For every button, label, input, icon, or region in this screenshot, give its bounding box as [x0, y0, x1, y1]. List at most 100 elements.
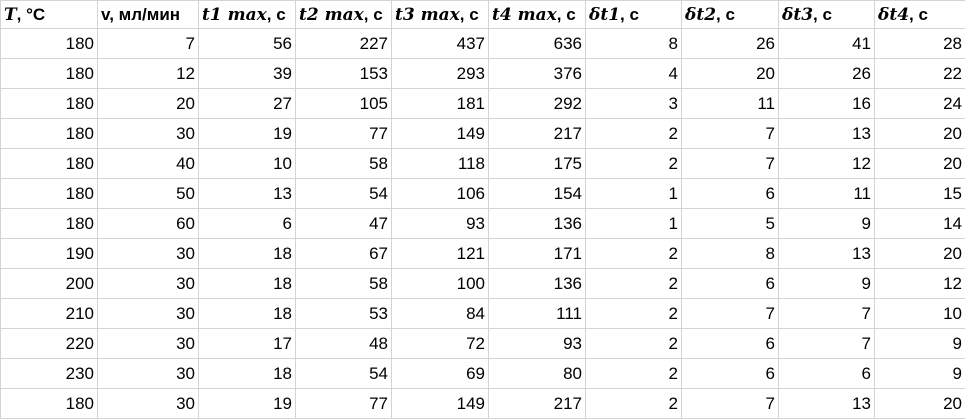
- table-cell[interactable]: 13: [779, 239, 875, 269]
- table-cell[interactable]: 20: [875, 149, 965, 179]
- table-cell[interactable]: 3: [586, 89, 682, 119]
- table-cell[interactable]: 149: [392, 389, 489, 419]
- table-cell[interactable]: 118: [392, 149, 489, 179]
- table-cell[interactable]: 80: [489, 359, 586, 389]
- table-cell[interactable]: 30: [98, 329, 199, 359]
- table-cell[interactable]: 10: [875, 299, 965, 329]
- table-cell[interactable]: 13: [199, 179, 296, 209]
- column-header[interactable]: δt1, с: [586, 1, 682, 29]
- table-cell[interactable]: 4: [586, 59, 682, 89]
- table-cell[interactable]: 24: [875, 89, 965, 119]
- table-cell[interactable]: 13: [779, 389, 875, 419]
- table-cell[interactable]: 190: [1, 239, 98, 269]
- table-cell[interactable]: 175: [489, 149, 586, 179]
- table-cell[interactable]: 50: [98, 179, 199, 209]
- table-cell[interactable]: 7: [779, 299, 875, 329]
- table-cell[interactable]: 30: [98, 299, 199, 329]
- table-cell[interactable]: 2: [586, 389, 682, 419]
- table-cell[interactable]: 180: [1, 389, 98, 419]
- table-cell[interactable]: 53: [296, 299, 392, 329]
- table-cell[interactable]: 15: [875, 179, 965, 209]
- table-cell[interactable]: 16: [779, 89, 875, 119]
- table-cell[interactable]: 41: [779, 29, 875, 59]
- table-cell[interactable]: 230: [1, 359, 98, 389]
- table-cell[interactable]: 22: [875, 59, 965, 89]
- table-cell[interactable]: 2: [586, 359, 682, 389]
- table-cell[interactable]: 636: [489, 29, 586, 59]
- table-cell[interactable]: 220: [1, 329, 98, 359]
- table-cell[interactable]: 180: [1, 59, 98, 89]
- table-cell[interactable]: 9: [875, 359, 965, 389]
- table-cell[interactable]: 293: [392, 59, 489, 89]
- table-cell[interactable]: 20: [98, 89, 199, 119]
- table-cell[interactable]: 14: [875, 209, 965, 239]
- table-cell[interactable]: 7: [682, 299, 779, 329]
- table-cell[interactable]: 7: [98, 29, 199, 59]
- table-cell[interactable]: 2: [586, 299, 682, 329]
- table-cell[interactable]: 20: [682, 59, 779, 89]
- table-cell[interactable]: 40: [98, 149, 199, 179]
- table-cell[interactable]: 180: [1, 89, 98, 119]
- table-cell[interactable]: 7: [682, 389, 779, 419]
- table-cell[interactable]: 7: [779, 329, 875, 359]
- table-cell[interactable]: 180: [1, 209, 98, 239]
- table-cell[interactable]: 77: [296, 389, 392, 419]
- table-cell[interactable]: 93: [489, 329, 586, 359]
- table-cell[interactable]: 200: [1, 269, 98, 299]
- table-cell[interactable]: 136: [489, 209, 586, 239]
- table-cell[interactable]: 6: [682, 329, 779, 359]
- table-cell[interactable]: 84: [392, 299, 489, 329]
- table-cell[interactable]: 48: [296, 329, 392, 359]
- table-cell[interactable]: 217: [489, 389, 586, 419]
- table-cell[interactable]: 30: [98, 119, 199, 149]
- table-cell[interactable]: 149: [392, 119, 489, 149]
- table-cell[interactable]: 136: [489, 269, 586, 299]
- column-header[interactable]: δt4, с: [875, 1, 965, 29]
- table-cell[interactable]: 2: [586, 149, 682, 179]
- column-header[interactable]: t3 max, с: [392, 1, 489, 29]
- table-cell[interactable]: 54: [296, 359, 392, 389]
- table-cell[interactable]: 2: [586, 329, 682, 359]
- column-header[interactable]: t2 max, с: [296, 1, 392, 29]
- table-cell[interactable]: 180: [1, 29, 98, 59]
- table-cell[interactable]: 20: [875, 389, 965, 419]
- table-cell[interactable]: 30: [98, 359, 199, 389]
- table-cell[interactable]: 6: [199, 209, 296, 239]
- column-header[interactable]: t1 max, с: [199, 1, 296, 29]
- table-cell[interactable]: 6: [682, 179, 779, 209]
- table-cell[interactable]: 105: [296, 89, 392, 119]
- table-cell[interactable]: 27: [199, 89, 296, 119]
- table-cell[interactable]: 12: [875, 269, 965, 299]
- table-cell[interactable]: 18: [199, 269, 296, 299]
- table-cell[interactable]: 54: [296, 179, 392, 209]
- table-cell[interactable]: 437: [392, 29, 489, 59]
- table-cell[interactable]: 20: [875, 119, 965, 149]
- table-cell[interactable]: 6: [779, 359, 875, 389]
- table-cell[interactable]: 180: [1, 149, 98, 179]
- column-header[interactable]: v, мл/мин: [98, 1, 199, 29]
- table-cell[interactable]: 111: [489, 299, 586, 329]
- table-cell[interactable]: 12: [98, 59, 199, 89]
- table-cell[interactable]: 47: [296, 209, 392, 239]
- table-cell[interactable]: 106: [392, 179, 489, 209]
- table-cell[interactable]: 121: [392, 239, 489, 269]
- table-cell[interactable]: 292: [489, 89, 586, 119]
- table-cell[interactable]: 6: [682, 269, 779, 299]
- table-cell[interactable]: 154: [489, 179, 586, 209]
- table-cell[interactable]: 376: [489, 59, 586, 89]
- table-cell[interactable]: 13: [779, 119, 875, 149]
- table-cell[interactable]: 7: [682, 149, 779, 179]
- table-cell[interactable]: 8: [586, 29, 682, 59]
- table-cell[interactable]: 56: [199, 29, 296, 59]
- table-cell[interactable]: 1: [586, 179, 682, 209]
- table-cell[interactable]: 9: [875, 329, 965, 359]
- table-cell[interactable]: 18: [199, 359, 296, 389]
- table-cell[interactable]: 2: [586, 239, 682, 269]
- table-cell[interactable]: 20: [875, 239, 965, 269]
- table-cell[interactable]: 217: [489, 119, 586, 149]
- table-cell[interactable]: 10: [199, 149, 296, 179]
- table-cell[interactable]: 58: [296, 269, 392, 299]
- table-cell[interactable]: 7: [682, 119, 779, 149]
- table-cell[interactable]: 5: [682, 209, 779, 239]
- table-cell[interactable]: 6: [682, 359, 779, 389]
